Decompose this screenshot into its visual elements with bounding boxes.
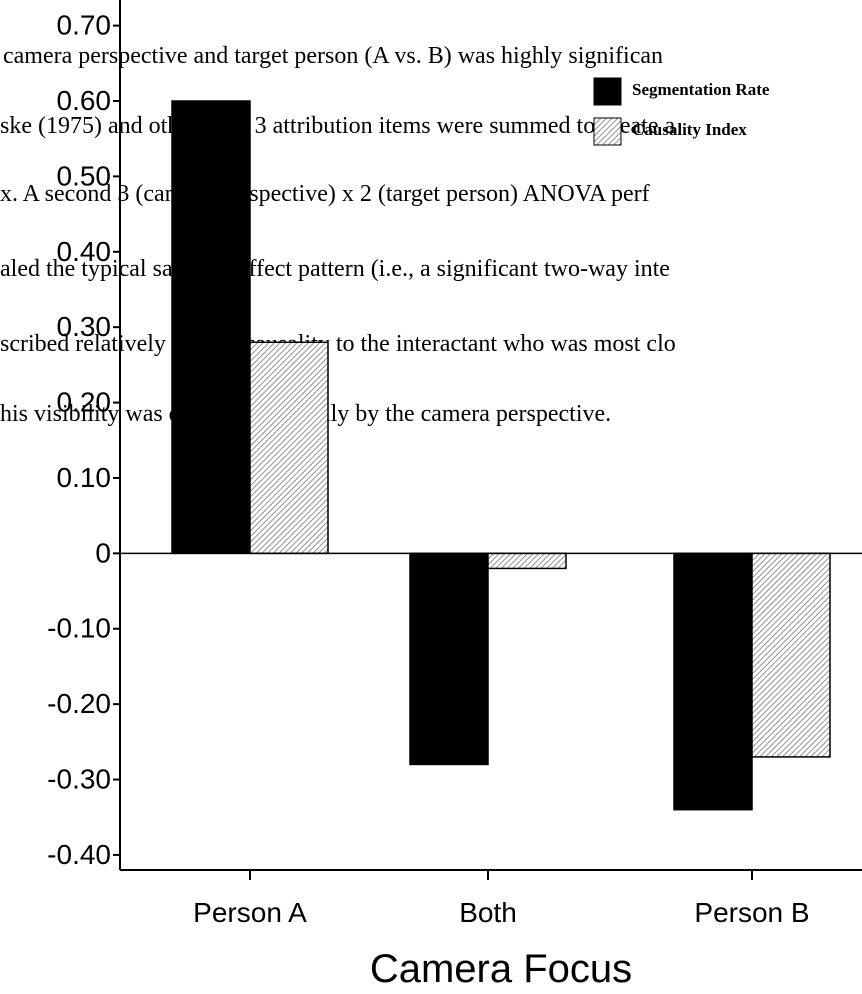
- bar: [409, 552, 489, 766]
- background-text: aled the typical salience-effect pattern…: [0, 256, 670, 282]
- background-text: ske (1975) and others, the 3 attribution…: [0, 113, 675, 139]
- bar: [673, 552, 753, 811]
- background-text: x. A second 3 (camera perspective) x 2 (…: [0, 181, 650, 207]
- bar: [751, 552, 831, 758]
- background-text: scribed relatively greater causality to …: [0, 331, 676, 357]
- y-tick-label: 0.20: [57, 387, 112, 418]
- y-tick-label: 0.30: [57, 311, 112, 342]
- x-tick-label: Person A: [193, 897, 307, 928]
- bar: [249, 341, 329, 555]
- y-tick-label: -0.10: [47, 613, 111, 644]
- legend-label: Causality Index: [632, 120, 747, 139]
- background-text: camera perspective and target person (A …: [3, 43, 663, 69]
- y-tick-label: 0.40: [57, 236, 112, 267]
- x-tick-label: Person B: [694, 897, 809, 928]
- legend-swatch: [593, 77, 622, 106]
- x-tick-label: Both: [459, 897, 517, 928]
- y-tick-label: 0: [95, 537, 111, 568]
- y-tick-label: -0.40: [47, 839, 111, 870]
- legend-swatch: [593, 117, 622, 146]
- bar: [171, 100, 251, 555]
- y-tick-label: 0.60: [57, 85, 112, 116]
- y-tick-label: -0.30: [47, 764, 111, 795]
- x-axis-label: Camera Focus: [370, 947, 632, 991]
- y-tick-label: 0.50: [57, 160, 112, 191]
- y-tick-label: 0.70: [57, 10, 112, 41]
- bar: [487, 552, 567, 570]
- y-tick-label: 0.10: [57, 462, 112, 493]
- y-tick-label: -0.20: [47, 688, 111, 719]
- legend-label: Segmentation Rate: [632, 80, 770, 99]
